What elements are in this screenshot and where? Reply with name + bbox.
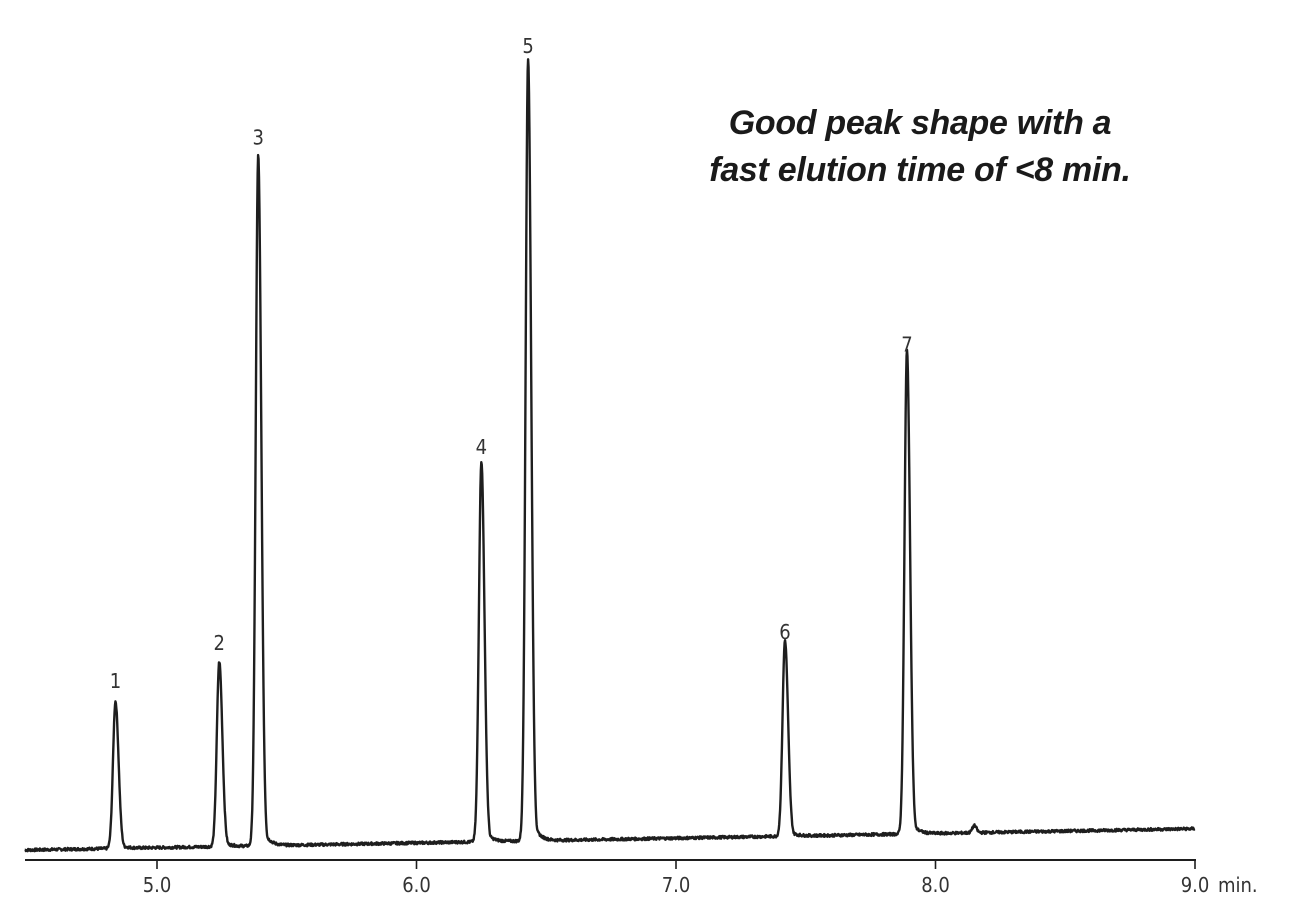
peak-labels: 1 2 3 4 5 6 7	[110, 34, 913, 693]
x-tick-label: 7.0	[662, 873, 691, 897]
x-tick-label: 9.0	[1181, 873, 1210, 897]
annotation-line-1: Good peak shape with a	[728, 104, 1112, 142]
peak-label-3: 3	[252, 126, 263, 150]
annotation-line-2: fast elution time of <8 min.	[709, 151, 1131, 189]
x-axis-ticks	[156, 860, 1196, 869]
peak-label-2: 2	[214, 631, 225, 655]
annotation-text: Good peak shape with a fast elution time…	[660, 100, 1180, 194]
chromatogram-trace	[24, 58, 1196, 853]
peak-label-6: 6	[779, 620, 790, 644]
peak-label-5: 5	[522, 34, 533, 58]
peak-label-1: 1	[110, 669, 121, 693]
x-axis-unit-label: min.	[1218, 873, 1258, 897]
peak-label-4: 4	[476, 435, 487, 459]
x-axis-tick-labels: 5.0 6.0 7.0 8.0 9.0	[143, 873, 1210, 897]
x-tick-label: 5.0	[143, 873, 172, 897]
peak-label-7: 7	[901, 333, 912, 357]
x-tick-label: 8.0	[921, 873, 950, 897]
x-tick-label: 6.0	[402, 873, 431, 897]
